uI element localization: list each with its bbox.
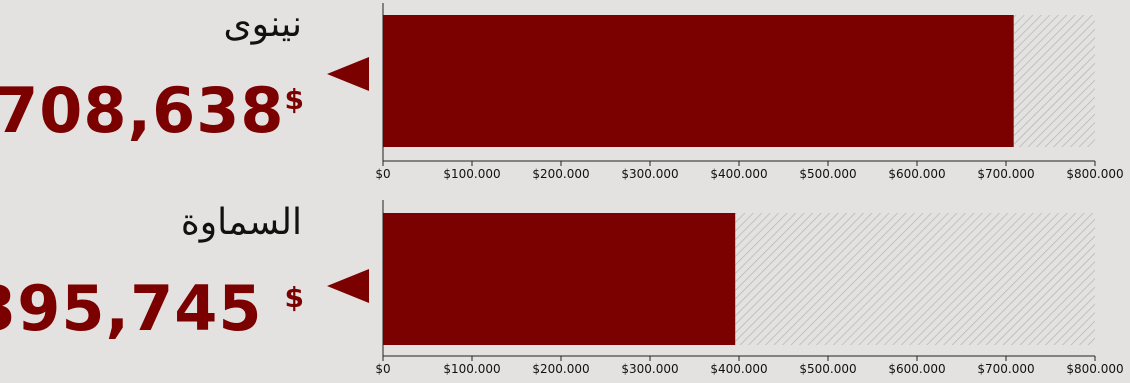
pointer-arrow-icon: [327, 57, 369, 91]
bar-value: [383, 15, 1014, 147]
value-number: 395,745: [0, 272, 263, 345]
x-tick-label: $200.000: [532, 362, 589, 376]
x-tick-label: $300.000: [621, 167, 678, 181]
x-tick-label: $100.000: [443, 362, 500, 376]
chart-panel-2: السماوة 395,745 $ $0 $100.000 $200.000 $300…: [0, 190, 1130, 380]
x-tick-label: $600.000: [888, 362, 945, 376]
bar-value: [383, 213, 736, 345]
pointer-arrow-icon: [327, 269, 369, 303]
currency-symbol: $: [284, 83, 304, 116]
x-tick-label: $0: [375, 362, 390, 376]
chart-panel-1: نينوى 708,638 $ $0 $100.000 $200.000 $300.0…: [0, 0, 1130, 190]
x-tick-label: $400.000: [710, 167, 767, 181]
x-tick-label: $500.000: [799, 167, 856, 181]
x-tick-label: $500.000: [799, 362, 856, 376]
value-number: 708,638: [0, 74, 285, 147]
x-tick-label: $100.000: [443, 167, 500, 181]
currency-symbol: $: [284, 281, 304, 314]
x-tick-label: $700.000: [977, 362, 1034, 376]
bar-remainder: [1013, 15, 1095, 147]
x-tick-label: $300.000: [621, 362, 678, 376]
x-tick-label: $400.000: [710, 362, 767, 376]
x-tick-label: $800.000: [1066, 362, 1123, 376]
x-tick-label: $700.000: [977, 167, 1034, 181]
bar-chart-1: $0 $100.000 $200.000 $300.000 $400.000 $500.0…: [375, 3, 1124, 181]
bar-remainder: [735, 213, 1095, 345]
region-name: نينوى: [223, 4, 302, 45]
bar-chart-2: $0 $100.000 $200.000 $300.000 $400.000 $500.0…: [375, 200, 1124, 376]
value-readout: 708,638 $: [0, 80, 304, 142]
x-tick-label: $600.000: [888, 167, 945, 181]
region-name: السماوة: [180, 202, 302, 243]
x-tick-label: $200.000: [532, 167, 589, 181]
x-tick-label: $0: [375, 167, 390, 181]
value-readout: 395,745 $: [0, 278, 304, 340]
x-tick-label: $800.000: [1066, 167, 1123, 181]
